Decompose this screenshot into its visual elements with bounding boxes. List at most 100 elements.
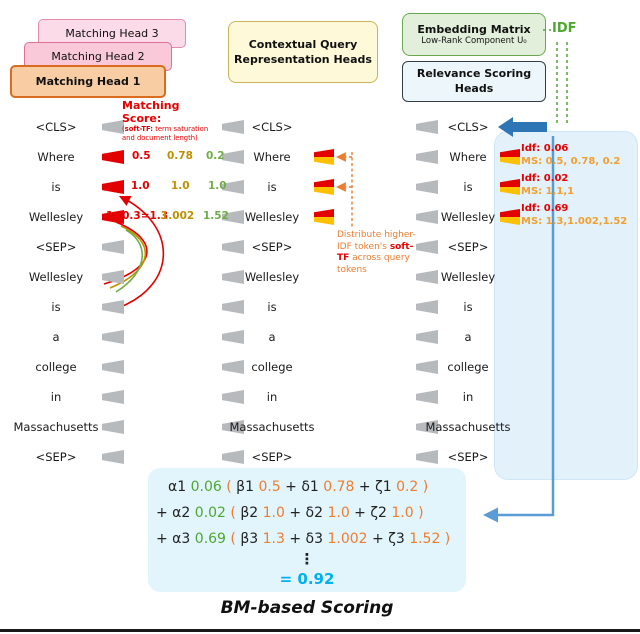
formula-line-1: α1 0.06 ( β1 0.5 + δ1 0.78 + ζ1 0.2 ) [168,479,429,495]
token-row: Massachusetts [414,412,522,442]
token-row: college [8,352,124,382]
trapezoid-icon [102,120,124,134]
token-row: Where [8,142,124,172]
relevance-scoring-heads-box: Relevance Scoring Heads [402,61,546,102]
token-row: in [222,382,320,412]
trapezoid-icon [416,420,438,434]
token-label: Wellesley [440,270,496,284]
bm-formula: α1 0.06 ( β1 0.5 + δ1 0.78 + ζ1 0.2 ) + … [156,474,458,590]
diagram-caption: BM-based Scoring [220,598,394,618]
token-row: is [8,292,124,322]
token-label: Where [253,150,291,164]
relevance-heads-line1: Relevance Scoring [416,67,532,81]
token-row: college [414,352,522,382]
token-row: is [8,172,124,202]
trapezoid-icon [416,270,438,284]
token-label: <SEP> [251,240,293,254]
token-label: in [462,390,474,404]
trapezoid-icon [222,180,244,194]
token-label: in [266,390,278,404]
token-label: Massachusetts [425,420,511,434]
matching-head-1-box: Matching Head 1 [10,65,166,98]
token-label: Massachusetts [13,420,99,434]
soft-tf-wedge-icon [314,149,334,165]
trapezoid-icon [222,240,244,254]
idf-value-label: Idf: 0.06 [521,143,569,154]
match-trapezoid-icon [102,180,124,194]
trapezoid-icon [222,210,244,224]
token-row: <SEP> [222,232,320,262]
token-row: Where [414,142,522,172]
formula-result: = 0.92 [279,570,335,588]
ms-values-label: MS: 0.5, 0.78, 0.2 [521,156,621,167]
matching-score-value: 0.78 [167,150,193,162]
matching-score-annotation: Matching Score: (soft-TF: term saturatio… [122,99,222,143]
token-label: Wellesley [244,270,300,284]
token-row: a [8,322,124,352]
soft-tf-wedge-icon [314,209,334,225]
matching-score-value: 0.2 [206,150,225,162]
token-label: is [51,300,61,314]
token-row: a [414,322,522,352]
token-row: Massachusetts [222,412,320,442]
bm-formula-panel [148,468,466,592]
token-row: <SEP> [414,442,522,472]
token-label: a [268,330,276,344]
trapezoid-icon [102,390,124,404]
token-label: is [463,180,473,194]
matching-head-1-label: Matching Head 1 [35,75,141,88]
idf-label: IDF [552,21,577,36]
matching-score-value: 1.0 [208,180,227,192]
contextual-query-line1: Contextual Query [248,37,358,51]
token-label: Where [37,150,75,164]
token-row: Wellesley [8,202,124,232]
token-label: college [447,360,489,374]
token-row: <SEP> [414,232,522,262]
trapezoid-icon [416,450,438,464]
formula-line-3: + α3 0.69 ( β3 1.3 + δ3 1.002 + ζ3 1.52 … [156,531,451,547]
trapezoid-icon [222,150,244,164]
token-row: Wellesley [222,202,334,232]
token-label: in [50,390,62,404]
token-label: Massachusetts [229,420,315,434]
token-label: a [464,330,472,344]
token-row: <SEP> [8,232,124,262]
token-column-contextual: <CLS> Where is Wellesley <SEP> Wellesley… [222,112,334,472]
embedding-matrix-title: Embedding Matrix [417,23,531,36]
token-label: is [463,300,473,314]
trapezoid-icon [222,330,244,344]
formula-line-2: + α2 0.02 ( β2 1.0 + δ2 1.0 + ζ2 1.0 ) [156,505,424,521]
trapezoid-icon [222,420,244,434]
token-row: college [222,352,320,382]
bottom-border [0,629,640,632]
token-row: Wellesley [414,202,522,232]
token-label: Wellesley [28,210,84,224]
token-label: <CLS> [447,120,489,134]
ms-values-label: MS: 1.3,1.002,1.52 [521,216,628,227]
matching-score-value: 1.0 [131,180,150,192]
token-label: <SEP> [251,450,293,464]
trapezoid-icon [222,390,244,404]
soft-tf-wedge-icon [500,179,520,195]
trapezoid-icon [102,300,124,314]
trapezoid-icon [416,120,438,134]
token-row: Where [222,142,334,172]
token-row: a [222,322,320,352]
trapezoid-icon [416,390,438,404]
trapezoid-icon [102,420,124,434]
soft-tf-wedge-icon [500,149,520,165]
trapezoid-icon [416,240,438,254]
trapezoid-icon [222,300,244,314]
formula-vdots: ⋮ [299,550,315,568]
embedding-matrix-box: Embedding Matrix Low-Rank Component U₀ [402,13,546,56]
soft-tf-wedge-icon [500,209,520,225]
trapezoid-icon [222,360,244,374]
trapezoid-icon [416,150,438,164]
trapezoid-icon [416,210,438,224]
trapezoid-icon [102,330,124,344]
token-label: <SEP> [35,450,77,464]
token-label: a [52,330,60,344]
idf-value-label: Idf: 0.02 [521,173,569,184]
distribute-note: Distribute higher-IDF token's soft-TF ac… [337,230,416,276]
